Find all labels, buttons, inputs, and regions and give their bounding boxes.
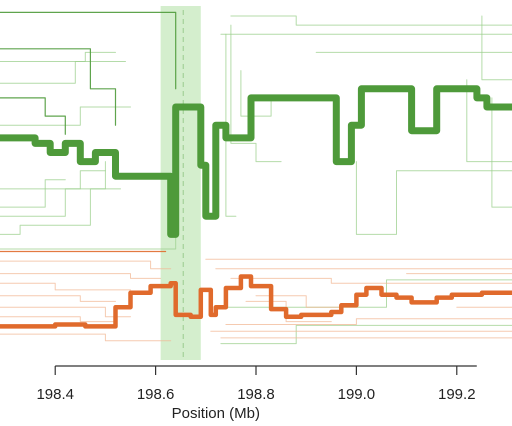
highlight-region — [160, 6, 201, 360]
x-tick-label: 198.6 — [137, 386, 175, 403]
lower-background-line-12 — [230, 277, 512, 284]
x-tick-label: 199.0 — [338, 386, 376, 403]
upper-background-line-11 — [225, 33, 237, 217]
upper-background-line-10 — [230, 15, 512, 26]
lower-background-line-13 — [225, 318, 512, 325]
lower-background-line-2 — [0, 295, 116, 302]
lower-background-line-7 — [0, 316, 116, 323]
upper-secondary-line-3 — [0, 97, 66, 135]
upper-background-line-2 — [0, 188, 121, 235]
lower-panel-main-series — [0, 274, 512, 329]
lower-background-line-1 — [0, 306, 131, 318]
lower-background-line-4 — [0, 273, 162, 279]
lower-panel-background-series — [0, 258, 512, 342]
upper-panel-background-series — [0, 15, 512, 345]
x-tick-label: 198.8 — [237, 386, 275, 403]
upper-background-line-12 — [230, 24, 282, 163]
upper-background-line-17 — [355, 161, 512, 235]
lower-background-line-5 — [0, 260, 172, 270]
upper-panel-main-series — [0, 85, 512, 238]
upper-secondary-line-1 — [0, 11, 177, 90]
upper-background-line-19 — [481, 15, 512, 81]
lower-background-line-14 — [255, 295, 357, 308]
lower-main-line — [0, 274, 512, 329]
upper-background-line-18 — [466, 79, 512, 163]
upper-background-line-20 — [491, 97, 512, 208]
upper-background-line-14 — [220, 324, 512, 345]
lower-background-line-6 — [0, 333, 172, 342]
upper-background-line-8 — [0, 51, 116, 62]
lower-background-line-3 — [0, 282, 131, 291]
x-tick-label: 198.4 — [36, 386, 74, 403]
upper-background-line-3 — [0, 170, 106, 190]
x-tick-label: 199.2 — [438, 386, 476, 403]
upper-main-line — [0, 85, 512, 238]
upper-background-line-5 — [0, 179, 66, 208]
upper-background-line-4 — [0, 161, 106, 217]
upper-background-line-7 — [0, 61, 126, 84]
upper-panel-secondary-series — [0, 11, 177, 135]
upper-secondary-line-2 — [0, 48, 117, 126]
upper-background-line-6 — [0, 106, 131, 126]
upper-background-line-1 — [0, 179, 177, 250]
x-axis-ticks: 198.4 198.6 198.8 199.0 199.2 — [36, 366, 476, 403]
x-axis-title: Position (Mb) — [172, 405, 260, 422]
